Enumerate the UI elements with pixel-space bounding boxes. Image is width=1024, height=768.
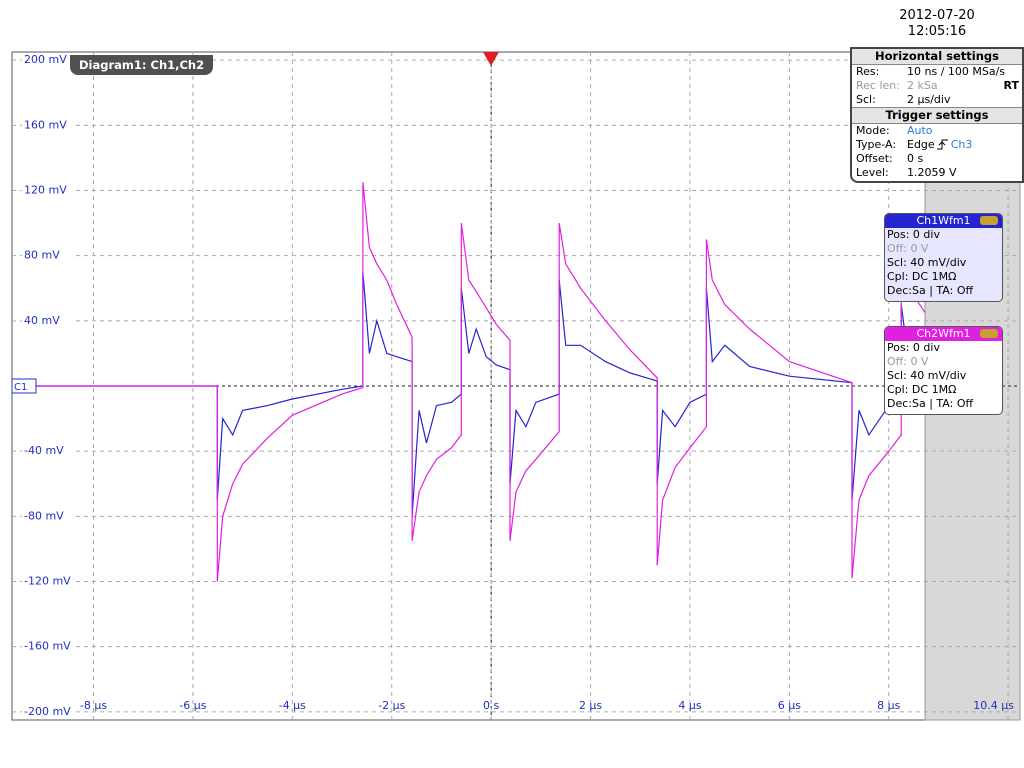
panel-title: Horizontal settings <box>852 49 1022 65</box>
tick-label-bg <box>22 53 76 68</box>
value: 0 s <box>907 152 924 165</box>
y-tick-label: 40 mV <box>24 314 60 327</box>
row: Off: 0 V <box>887 355 929 368</box>
waveform-box[interactable]: Ch2Wfm1 Pos: 0 div Off: 0 V Scl: 40 mV/d… <box>884 326 1003 415</box>
x-tick-label: -8 µs <box>80 699 107 712</box>
button[interactable] <box>980 216 998 225</box>
x-tick-label: 4 µs <box>678 699 701 712</box>
row: Offset: 0 s <box>852 152 1022 166</box>
row: Off: 0 V <box>887 242 929 255</box>
waveform <box>14 182 926 582</box>
trigger-marker <box>483 52 499 66</box>
y-tick-label: -120 mV <box>24 575 71 588</box>
row: Rec len: 2 kSa RT <box>852 79 1022 93</box>
waveform-name: Ch1Wfm1 <box>916 214 971 227</box>
value: 10 ns / 100 MSa/s <box>907 65 1006 78</box>
value: Edge <box>907 138 935 151</box>
x-tick-label: 6 µs <box>778 699 801 712</box>
tick-label-bg <box>22 704 76 719</box>
tick-label-bg <box>22 248 76 263</box>
x-tick-label: -2 µs <box>378 699 405 712</box>
y-tick-label: 80 mV <box>24 249 60 262</box>
row: Scl: 40 mV/div <box>887 369 967 382</box>
x-tick-label: 2 µs <box>579 699 602 712</box>
tick-label-bg <box>22 118 76 133</box>
row: Pos: 0 div <box>887 228 940 241</box>
x-tick-label: 0 s <box>483 699 499 712</box>
key: Scl: <box>856 93 876 106</box>
key: Mode: <box>856 124 890 137</box>
y-tick-label: 200 mV <box>24 53 67 66</box>
tick-label-bg <box>22 183 76 198</box>
row: Level: 1.2059 V <box>852 166 1022 180</box>
key: Type-A: <box>856 138 897 151</box>
value: Auto <box>907 124 933 137</box>
row: Dec:Sa | TA: Off <box>887 284 974 297</box>
tick-label-bg <box>22 574 76 589</box>
diagram-label: Diagram1: Ch1,Ch2 <box>70 55 214 75</box>
tick-label-bg <box>22 313 76 328</box>
row: Scl: 2 µs/div <box>852 93 1022 107</box>
x-tick-label: 8 µs <box>877 699 900 712</box>
time: 12:05:16 <box>907 24 967 39</box>
tick-label-bg <box>22 444 76 459</box>
row: Scl: 40 mV/div <box>887 256 967 269</box>
key: Offset: <box>856 152 893 165</box>
y-tick-label: -200 mV <box>24 705 71 718</box>
edge-icon <box>936 139 948 150</box>
row: Mode: Auto <box>852 124 1022 138</box>
key: Rec len: <box>856 79 900 92</box>
x-tick-label: -4 µs <box>279 699 306 712</box>
panel-title: Trigger settings <box>852 107 1022 124</box>
y-tick-label: -80 mV <box>24 509 64 522</box>
date: 2012-07-20 <box>899 8 975 23</box>
value: 2 µs/div <box>907 93 951 106</box>
row: Pos: 0 div <box>887 341 940 354</box>
y-tick-label: 120 mV <box>24 183 67 196</box>
x-tick-label: -6 µs <box>179 699 206 712</box>
waveform-box[interactable]: Ch1Wfm1 Pos: 0 div Off: 0 V Scl: 40 mV/d… <box>884 213 1003 302</box>
row: Type-A: Edge Ch3 <box>852 138 1022 152</box>
button[interactable] <box>980 329 998 338</box>
waveform-title: Ch2Wfm1 <box>885 327 1002 341</box>
value: 1.2059 V <box>907 166 957 179</box>
y-tick-label: 160 mV <box>24 118 67 131</box>
waveform-title: Ch1Wfm1 <box>885 214 1002 228</box>
waveform-name: Ch2Wfm1 <box>916 327 971 340</box>
value: Ch3 <box>950 138 973 151</box>
value: 2 kSa <box>907 79 938 92</box>
tick-label-bg <box>22 509 76 524</box>
row: Res: 10 ns / 100 MSa/s <box>852 65 1022 79</box>
y-tick-label: -160 mV <box>24 640 71 653</box>
y-tick-label: -40 mV <box>24 444 64 457</box>
row: Cpl: DC 1MΩ <box>887 270 957 283</box>
channel-marker-box <box>11 378 37 394</box>
row: Cpl: DC 1MΩ <box>887 383 957 396</box>
key: Res: <box>856 65 880 78</box>
key: Level: <box>856 166 889 179</box>
row: Dec:Sa | TA: Off <box>887 397 974 410</box>
tick-label-bg <box>22 639 76 654</box>
settings-panel: Horizontal settings Res: 10 ns / 100 MSa/… <box>850 47 1024 183</box>
channel-marker: C1 <box>14 382 27 393</box>
x-tick-label: 10.4 µs <box>973 699 1014 712</box>
mode: RT <box>1003 79 1019 92</box>
